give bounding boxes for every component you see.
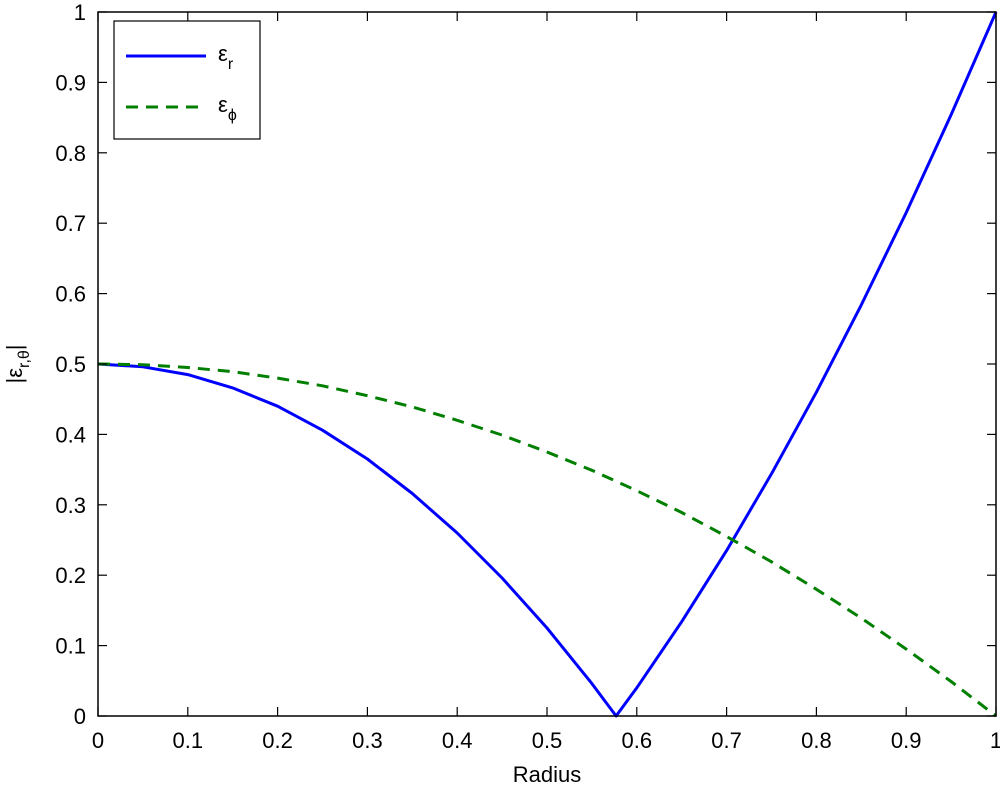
y-tick-label: 0.8 bbox=[55, 141, 86, 166]
x-tick-label: 1 bbox=[990, 728, 1000, 753]
x-tick-label: 0.5 bbox=[532, 728, 563, 753]
y-tick-label: 0.4 bbox=[55, 422, 86, 447]
x-axis-title: Radius bbox=[513, 762, 581, 785]
legend-box bbox=[113, 20, 261, 140]
y-tick-label: 1 bbox=[74, 0, 86, 25]
tick-labels-layer: 0 0.1 0.2 0.3 0.4 0.5 0.6 0.7 0.8 0.9 1 0 0.1 0.2 0.3 0… bbox=[55, 0, 1000, 753]
y-tick-label: 0.1 bbox=[55, 634, 86, 659]
series-line-2 bbox=[97, 362, 997, 718]
x-tick-label: 0.7 bbox=[711, 728, 742, 753]
y-tick-label: 0.5 bbox=[55, 352, 86, 377]
x-tick-label: 0.1 bbox=[173, 728, 204, 753]
legend-label: εϕ bbox=[218, 92, 237, 124]
y-tick-label: 0.3 bbox=[55, 493, 86, 518]
series-line-1 bbox=[97, 11, 998, 718]
y-axis-title-main: |ε bbox=[2, 368, 27, 384]
x-tick-label: 0.3 bbox=[352, 728, 383, 753]
x-tick-label: 0.8 bbox=[801, 728, 832, 753]
legend: εr εϕ bbox=[113, 20, 261, 140]
y-tick-label: 0 bbox=[74, 704, 86, 729]
x-tick-label: 0.2 bbox=[262, 728, 293, 753]
y-tick-label: 0.9 bbox=[55, 70, 86, 95]
x-tick-label: 0 bbox=[92, 728, 104, 753]
y-tick-label: 0.7 bbox=[55, 211, 86, 236]
legend-label: εr bbox=[218, 41, 234, 73]
x-tick-label: 0.9 bbox=[891, 728, 922, 753]
x-tick-label: 0.4 bbox=[442, 728, 473, 753]
y-axis-title: |εr,θ| bbox=[2, 344, 33, 383]
y-tick-label: 0.6 bbox=[55, 282, 86, 307]
y-axis-title-end: | bbox=[2, 344, 27, 350]
y-axis-title-subscript: r,θ bbox=[16, 350, 33, 368]
ticks-layer bbox=[97, 11, 997, 717]
y-tick-label: 0.2 bbox=[55, 563, 86, 588]
series-layer bbox=[97, 11, 998, 718]
x-tick-label: 0.6 bbox=[622, 728, 653, 753]
